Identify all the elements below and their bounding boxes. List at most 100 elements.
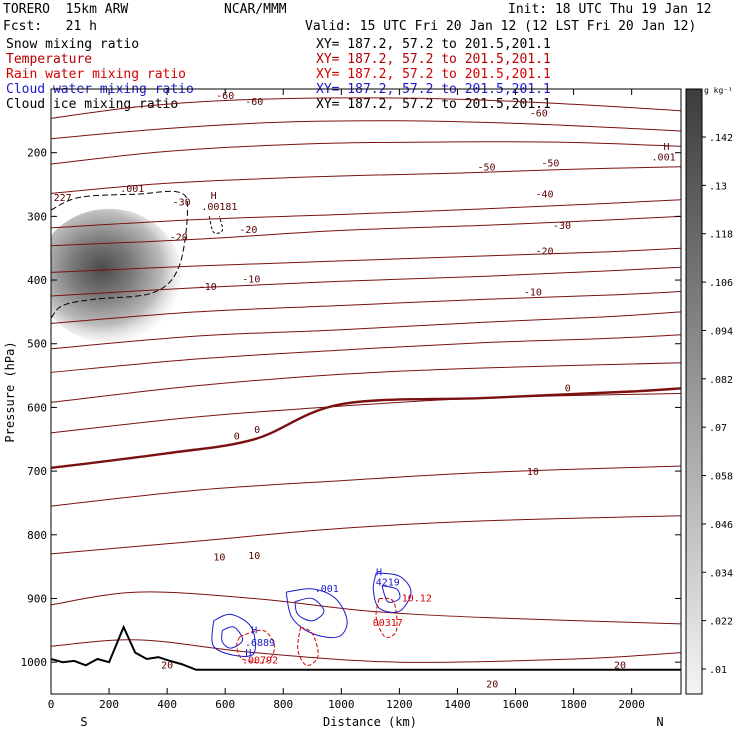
header-model: TORERO 15km ARW bbox=[3, 2, 129, 17]
y-tick-label: 500 bbox=[27, 338, 47, 351]
y-tick-label: 900 bbox=[27, 592, 47, 605]
contour-label: .00181 bbox=[201, 202, 237, 213]
x-tick-label: 200 bbox=[99, 698, 119, 711]
contour-label: .001 bbox=[315, 584, 339, 595]
cloud-ice-contour bbox=[51, 190, 189, 319]
colorbar-tick-label: .118 bbox=[709, 230, 733, 241]
contour-label: .001 bbox=[652, 152, 676, 163]
x-tick-label: 1800 bbox=[560, 698, 587, 711]
isotherm-10 bbox=[51, 392, 681, 434]
colorbar-tick-label: .082 bbox=[709, 375, 733, 386]
contour-label: .001 bbox=[120, 184, 144, 195]
contour-label: -60 bbox=[245, 97, 263, 108]
isotherm--20 bbox=[51, 247, 681, 273]
cloud-water-contour bbox=[372, 572, 412, 613]
colorbar-tick-label: .142 bbox=[709, 133, 733, 144]
contour-label: .00792 bbox=[242, 655, 278, 666]
y-tick-label: 200 bbox=[27, 147, 47, 160]
isotherm--40 bbox=[51, 166, 681, 194]
cloud-water-contour bbox=[211, 613, 256, 658]
rain-water-contour bbox=[375, 597, 398, 638]
contour-label: -30 bbox=[173, 198, 191, 209]
contour-label: -50 bbox=[477, 163, 495, 174]
contour-label: 0 bbox=[565, 384, 571, 395]
header-fcst: Fcst: 21 h bbox=[3, 19, 97, 34]
contour-label: -60 bbox=[216, 91, 234, 102]
contour-label: -50 bbox=[541, 159, 559, 170]
x-tick-label: 600 bbox=[215, 698, 235, 711]
isotherm--60 bbox=[51, 120, 681, 140]
x-tick-label: 2000 bbox=[618, 698, 645, 711]
isotherm--60 bbox=[51, 97, 681, 119]
legend-xy: XY= 187.2, 57.2 to 201.5,201.1 bbox=[316, 37, 551, 52]
legend-xy: XY= 187.2, 57.2 to 201.5,201.1 bbox=[316, 52, 551, 67]
colorbar-tick-label: .034 bbox=[709, 568, 733, 579]
colorbar-tick-label: .07 bbox=[709, 423, 727, 434]
contour-label: -10 bbox=[524, 287, 542, 298]
isotherm--10 bbox=[51, 334, 681, 373]
isotherm--10 bbox=[51, 291, 681, 324]
x-end-label-left: S bbox=[80, 715, 87, 729]
x-end-label-right: N bbox=[656, 715, 663, 729]
contour-label: -40 bbox=[536, 189, 554, 200]
contour-label: H bbox=[251, 626, 257, 637]
contour-label: 0 bbox=[254, 425, 260, 436]
contour-label: 4219 bbox=[376, 578, 400, 589]
y-tick-label: 400 bbox=[27, 274, 47, 287]
contour-label: 20 bbox=[614, 661, 626, 672]
rain-water-contour bbox=[297, 626, 319, 666]
isotherm--30 bbox=[51, 215, 681, 247]
legend-label: Snow mixing ratio bbox=[6, 37, 140, 52]
contour-label: -20 bbox=[536, 247, 554, 258]
contour-label: -10 bbox=[199, 282, 217, 293]
contour-label: .6889 bbox=[245, 638, 275, 649]
isotherm-10 bbox=[51, 465, 681, 507]
y-tick-label: 300 bbox=[27, 210, 47, 223]
y-tick-label: 700 bbox=[27, 465, 47, 478]
contour-label: H bbox=[245, 648, 251, 659]
contour-label: 10.12 bbox=[402, 594, 432, 605]
legend-label: Temperature bbox=[6, 52, 93, 67]
isotherm-0 bbox=[51, 387, 681, 470]
x-tick-label: 1400 bbox=[444, 698, 471, 711]
colorbar-tick-label: .022 bbox=[709, 617, 733, 628]
x-axis-label: Distance (km) bbox=[323, 715, 417, 729]
isotherm--10 bbox=[51, 311, 681, 350]
x-tick-label: 1600 bbox=[502, 698, 529, 711]
colorbar bbox=[685, 88, 703, 695]
cloud-ice-contour bbox=[208, 216, 223, 234]
contour-label: -10 bbox=[242, 275, 260, 286]
contour-label: 10 bbox=[248, 551, 260, 562]
contour-label: 227 bbox=[54, 193, 72, 204]
colorbar-tick-label: .058 bbox=[709, 472, 733, 483]
y-tick-label: 1000 bbox=[21, 656, 48, 669]
cloud-water-contour bbox=[285, 588, 348, 639]
isotherm-0 bbox=[51, 362, 681, 403]
colorbar-tick-label: .106 bbox=[709, 278, 733, 289]
legend-xy: XY= 187.2, 57.2 to 201.5,201.1 bbox=[316, 97, 551, 112]
contour-label: H bbox=[211, 191, 217, 202]
colorbar-tick-label: .094 bbox=[709, 326, 733, 337]
contour-label: -20 bbox=[170, 233, 188, 244]
y-tick-label: 600 bbox=[27, 401, 47, 414]
x-tick-label: 0 bbox=[48, 698, 55, 711]
isotherm--50 bbox=[51, 141, 681, 165]
colorbar-tick-label: .01 bbox=[709, 665, 727, 676]
isotherm-20 bbox=[51, 639, 681, 663]
isotherm-20 bbox=[51, 591, 681, 625]
header-center: NCAR/MMM bbox=[224, 2, 287, 17]
y-tick-label: 800 bbox=[27, 529, 47, 542]
contour-label: 10 bbox=[213, 552, 225, 563]
colorbar-tick-label: .13 bbox=[709, 181, 727, 192]
cloud-water-contour bbox=[294, 597, 325, 622]
x-tick-label: 1000 bbox=[328, 698, 355, 711]
isotherm--30 bbox=[51, 199, 681, 229]
isotherm--20 bbox=[51, 266, 681, 297]
y-axis-label: Pressure (hPa) bbox=[3, 341, 17, 442]
contour-label: -30 bbox=[553, 221, 571, 232]
contour-label: -60 bbox=[530, 108, 548, 119]
colorbar-tick-label: .046 bbox=[709, 520, 733, 531]
colorbar-unit: g kg⁻¹ bbox=[704, 86, 733, 95]
plot-frame bbox=[50, 88, 682, 695]
